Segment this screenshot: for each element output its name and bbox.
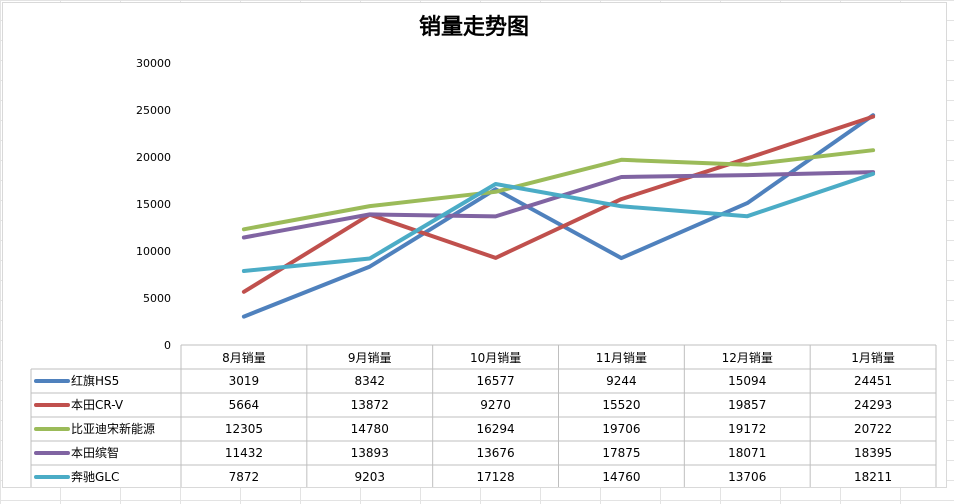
data-cell: 9203	[354, 470, 385, 484]
category-label: 8月销量	[222, 351, 266, 365]
y-tick-label: 10000	[136, 245, 171, 258]
data-cell: 13676	[476, 446, 514, 460]
data-cell: 24293	[854, 398, 892, 412]
y-tick-label: 5000	[143, 292, 171, 305]
data-cell: 18395	[854, 446, 892, 460]
data-cell: 15094	[728, 374, 766, 388]
data-cell: 5664	[229, 398, 260, 412]
series-line[interactable]	[241, 113, 876, 319]
y-axis-ticks: 0 5000 10000 15000 20000 25000 30000	[136, 57, 171, 352]
data-cell: 9270	[480, 398, 511, 412]
data-cell: 8342	[354, 374, 385, 388]
data-cell: 12305	[225, 422, 263, 436]
data-cell: 7872	[229, 470, 260, 484]
data-cell: 20722	[854, 422, 892, 436]
data-cell: 19857	[728, 398, 766, 412]
data-cell: 9244	[606, 374, 637, 388]
category-label: 1月销量	[851, 351, 895, 365]
data-cell: 13872	[351, 398, 389, 412]
series-line[interactable]	[241, 114, 876, 294]
category-label: 9月销量	[348, 351, 392, 365]
category-label: 12月销量	[722, 351, 773, 365]
category-label: 10月销量	[470, 351, 521, 365]
data-cell: 24451	[854, 374, 892, 388]
legend-entry: 红旗HS5	[71, 373, 119, 388]
series-line[interactable]	[241, 171, 876, 273]
y-tick-label: 15000	[136, 198, 171, 211]
data-cell: 11432	[225, 446, 263, 460]
chart-title: 销量走势图	[419, 14, 529, 40]
data-cell: 16294	[476, 422, 514, 436]
legend-entry: 本田缤智	[71, 445, 119, 460]
y-tick-label: 20000	[136, 151, 171, 164]
data-cell: 14760	[602, 470, 640, 484]
series-lines	[241, 113, 876, 319]
data-cell: 18071	[728, 446, 766, 460]
legend-entry: 奔驰GLC	[71, 470, 119, 484]
data-cell: 18211	[854, 470, 892, 484]
data-cell: 16577	[476, 374, 514, 388]
y-tick-label: 0	[164, 339, 171, 352]
y-tick-label: 30000	[136, 57, 171, 70]
data-cell: 19172	[728, 422, 766, 436]
category-label: 11月销量	[596, 351, 647, 365]
line-chart: 销量走势图 0 5000 10000 15000 20000 25000 30000 8月销…	[30, 14, 937, 487]
legend-entry: 比亚迪宋新能源	[71, 421, 155, 436]
legend-entry: 本田CR-V	[71, 398, 124, 412]
data-cell: 15520	[602, 398, 640, 412]
data-cell: 14780	[351, 422, 389, 436]
chart-area[interactable]: 销量走势图 0 5000 10000 15000 20000 25000 30000 8月销…	[2, 2, 947, 488]
data-cell: 17128	[476, 470, 514, 484]
data-cell: 13893	[351, 446, 389, 460]
data-cell: 17875	[602, 446, 640, 460]
series-line[interactable]	[241, 148, 876, 232]
data-cell: 13706	[728, 470, 766, 484]
y-tick-label: 25000	[136, 104, 171, 117]
data-cell: 3019	[229, 374, 260, 388]
data-cell: 19706	[602, 422, 640, 436]
